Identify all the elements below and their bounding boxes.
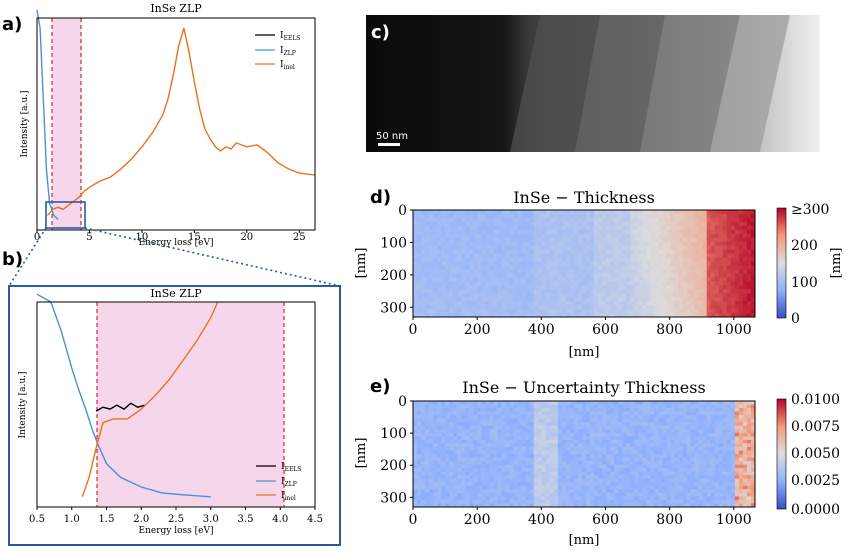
panel-c: c) 50 nm <box>366 15 820 152</box>
x-tick-label: 400 <box>528 512 555 528</box>
cbar-d-tick-0: 0 <box>791 311 800 327</box>
y-tick-label: 100 <box>380 426 407 442</box>
panel-a-legend: IEELS IZLP Iinel <box>255 31 300 71</box>
x-tick-label: 800 <box>656 512 683 528</box>
x-tick-label: 20 <box>240 232 253 243</box>
series-i-inel <box>48 28 316 215</box>
cbar-e-tick-2: 0.0050 <box>791 446 840 462</box>
scale-bar <box>378 143 400 146</box>
panel-d-ylabel: [nm] <box>354 248 369 279</box>
cbar-d-tick-300: ≥300 <box>791 202 829 218</box>
panel-d-cbar-ticks: ≥300 200 100 0 <box>791 202 829 327</box>
panel-e-cbar-ticks: 0.0100 0.0075 0.0050 0.0025 0.0000 <box>791 392 840 518</box>
panel-e-title: InSe − Uncertainty Thickness <box>462 378 705 397</box>
cbar-e-tick-3: 0.0025 <box>791 473 840 489</box>
panel-e-letter: e) <box>370 376 390 397</box>
y-tick-label: 300 <box>380 490 407 506</box>
x-tick-label: 400 <box>528 322 555 338</box>
y-tick-label: 300 <box>380 300 407 316</box>
x-tick-label: 0 <box>409 322 418 338</box>
svg-text:IEELS: IEELS <box>281 462 301 473</box>
x-tick-label: 5 <box>86 232 92 243</box>
panel-a-ylabel: Intensity [a.u.] <box>20 90 30 157</box>
x-tick-label: 600 <box>592 512 619 528</box>
x-tick-label: 200 <box>464 512 491 528</box>
x-tick-label: 2.5 <box>168 514 184 525</box>
x-tick-label: 3.0 <box>203 514 219 525</box>
cbar-e-tick-1: 0.0075 <box>791 419 840 435</box>
svg-text:IZLP: IZLP <box>280 46 296 57</box>
panel-b-xlabel: Energy loss [eV] <box>139 526 214 536</box>
panel-d-cbar-label: [nm] <box>829 248 844 279</box>
panel-b-letter: b) <box>2 249 23 270</box>
x-tick-label: 0 <box>409 512 418 528</box>
y-tick-label: 100 <box>380 235 407 251</box>
x-tick-label: 1000 <box>716 322 752 338</box>
panel-d-xlabel: [nm] <box>569 345 600 360</box>
y-tick-label: 200 <box>380 268 407 284</box>
svg-text:IZLP: IZLP <box>281 477 297 488</box>
panel-e-xlabel: [nm] <box>569 533 600 548</box>
y-tick-label: 0 <box>398 203 407 219</box>
x-tick-label: 3.5 <box>238 514 254 525</box>
panel-d-title: InSe − Thickness <box>513 188 655 207</box>
cbar-d-tick-200: 200 <box>791 238 818 254</box>
x-tick-label: 4.0 <box>272 514 288 525</box>
svg-text:Iinel: Iinel <box>281 491 296 502</box>
panel-e-ylabel: [nm] <box>354 438 369 469</box>
panel-a-title: InSe ZLP <box>150 2 202 15</box>
panel-b-window <box>97 302 284 507</box>
svg-text:IEELS: IEELS <box>280 31 300 42</box>
x-tick-label: 800 <box>656 322 683 338</box>
x-tick-label: 200 <box>464 322 491 338</box>
svg-text:Iinel: Iinel <box>280 60 295 71</box>
x-tick-label: 4.5 <box>307 514 323 525</box>
panel-d-letter: d) <box>370 187 391 208</box>
cbar-e-tick-0: 0.0100 <box>791 392 840 408</box>
y-tick-label: 200 <box>380 458 407 474</box>
scale-bar-label: 50 nm <box>376 131 408 142</box>
panel-d-colorbar <box>777 208 786 318</box>
y-tick-label: 0 <box>398 394 407 410</box>
cbar-e-tick-4: 0.0000 <box>791 502 840 518</box>
x-tick-label: 25 <box>293 232 306 243</box>
x-tick-label: 0.5 <box>29 514 45 525</box>
panel-c-letter: c) <box>371 22 390 43</box>
x-tick-label: 1000 <box>716 512 752 528</box>
micrograph-bands <box>510 15 790 152</box>
x-tick-label: 600 <box>592 322 619 338</box>
panel-e-colorbar <box>777 399 786 509</box>
x-tick-label: 1.0 <box>64 514 80 525</box>
x-tick-label: 1.5 <box>99 514 115 525</box>
cbar-d-tick-100: 100 <box>791 275 818 291</box>
panel-b-ylabel: Intensity [a.u.] <box>18 371 28 438</box>
panel-b-title: InSe ZLP <box>150 287 202 300</box>
x-tick-label: 2.0 <box>133 514 149 525</box>
panel-a-letter: a) <box>2 14 22 35</box>
panel-e: e) InSe − Uncertainty Thickness 0 200 400 6… <box>354 376 840 548</box>
